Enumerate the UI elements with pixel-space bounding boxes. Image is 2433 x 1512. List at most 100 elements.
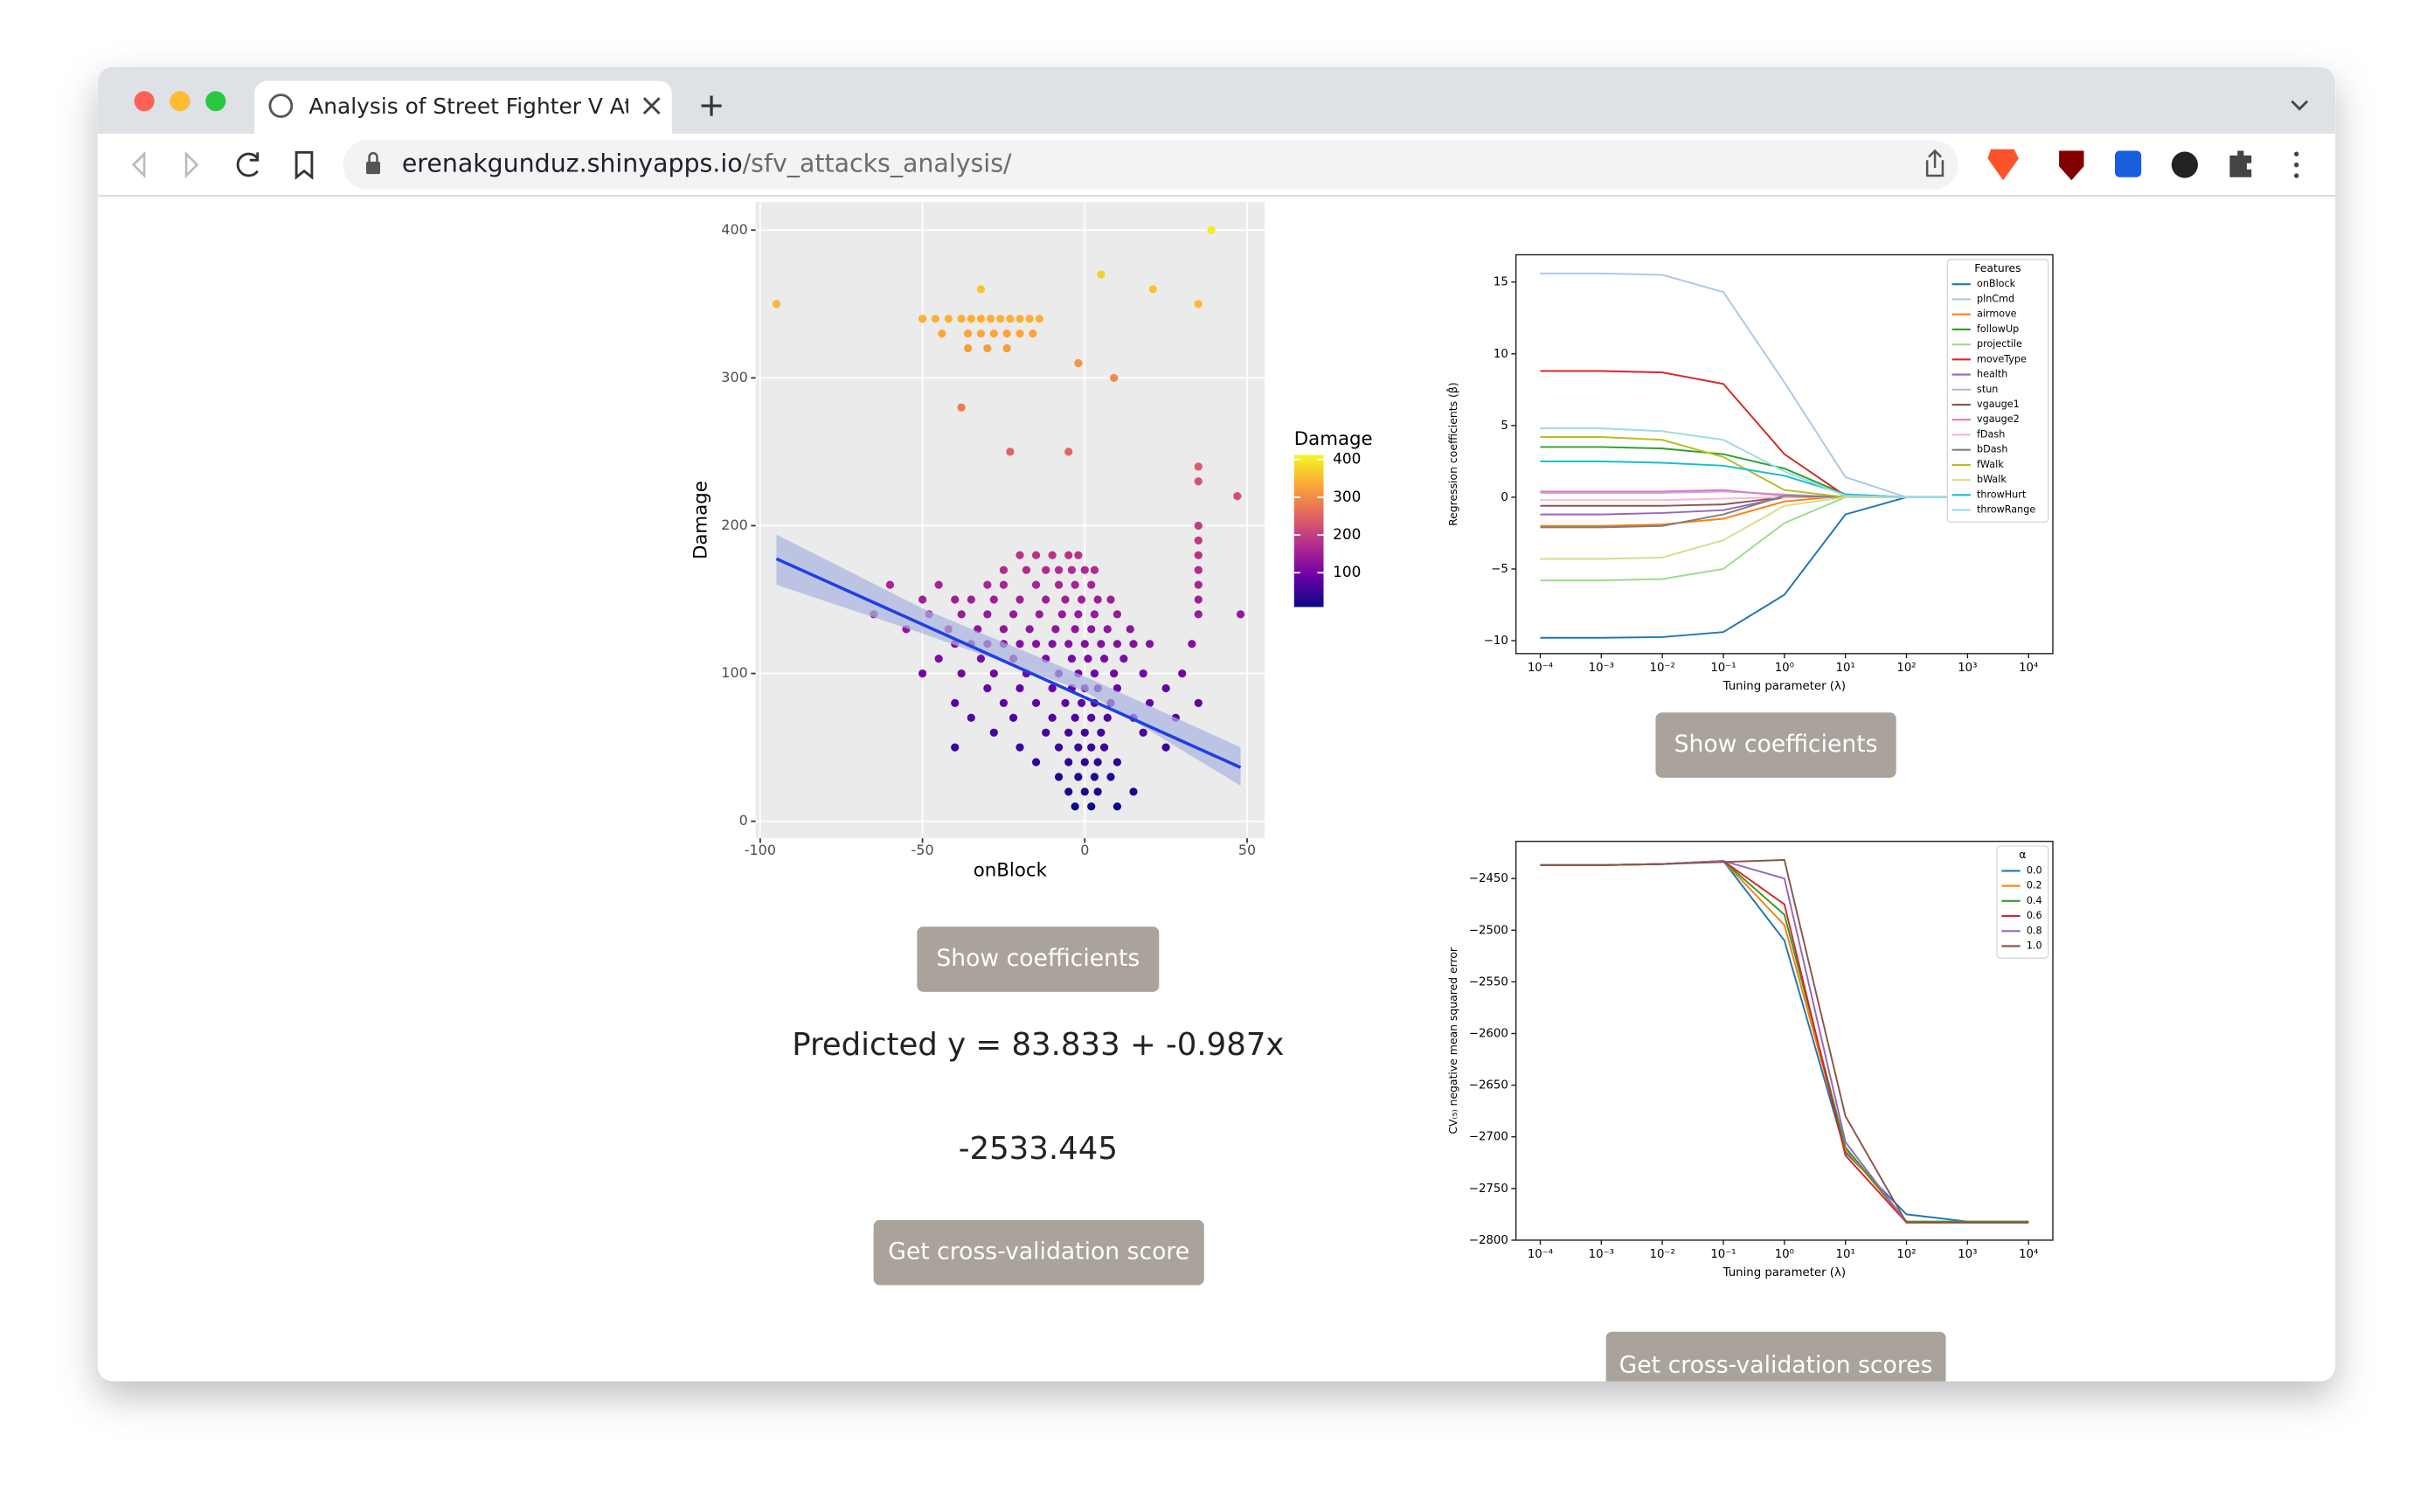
- data-point: [772, 300, 781, 309]
- data-point: [1064, 728, 1073, 737]
- data-point: [1054, 743, 1064, 752]
- data-point: [1015, 595, 1024, 604]
- x-tick-label: -50: [912, 842, 934, 858]
- data-point: [1054, 565, 1064, 574]
- y-tick-label: −2500: [1469, 924, 1508, 937]
- show-coefficients-button[interactable]: [917, 926, 1160, 992]
- data-point: [1090, 565, 1099, 574]
- tab-title: Analysis of Street Fighter V Atta: [308, 94, 655, 119]
- forward-button[interactable]: [184, 150, 199, 179]
- data-point: [1110, 669, 1119, 678]
- cv-score-button[interactable]: [873, 1219, 1204, 1286]
- legend-label: throwRange: [1977, 504, 2035, 516]
- data-point: [989, 595, 998, 604]
- data-point: [1194, 565, 1203, 574]
- tab-favicon: [268, 94, 294, 118]
- data-point: [1074, 551, 1083, 559]
- data-point: [1099, 743, 1109, 752]
- data-point: [967, 713, 975, 722]
- x-tick-label: 10⁰: [1775, 1248, 1794, 1261]
- lock-shackle: [368, 151, 378, 162]
- y-tick-label: 5: [1501, 420, 1508, 433]
- data-point: [999, 565, 1009, 574]
- bitwarden-extension[interactable]: [2115, 150, 2142, 177]
- data-point: [1061, 698, 1070, 707]
- legend-label: health: [1977, 369, 2007, 380]
- data-point: [1087, 580, 1096, 589]
- data-point: [951, 698, 960, 707]
- data-point: [1071, 713, 1079, 722]
- data-point: [1207, 225, 1216, 234]
- data-point: [1015, 315, 1024, 323]
- data-point: [1048, 683, 1057, 693]
- data-point: [1022, 565, 1031, 574]
- zoom-button[interactable]: [205, 91, 226, 112]
- data-point: [976, 655, 986, 663]
- x-tick-label: 10⁻²: [1650, 1248, 1675, 1261]
- ublock-extension[interactable]: [2059, 150, 2084, 181]
- data-point: [1145, 698, 1154, 707]
- x-tick-label: 10⁴: [2019, 1248, 2038, 1261]
- legend-label: 0.2: [2027, 880, 2042, 891]
- bookmark-button[interactable]: [295, 150, 314, 180]
- reload-button[interactable]: [236, 152, 260, 177]
- tab-close[interactable]: [642, 97, 661, 114]
- data-point: [1061, 595, 1070, 604]
- x-tick-label: 10⁻¹: [1710, 1248, 1736, 1261]
- legend-label: moveType: [1977, 353, 2027, 364]
- tab-search[interactable]: [2291, 100, 2309, 111]
- legend-label: stun: [1977, 384, 1998, 395]
- x-tick-label: 10⁰: [1775, 662, 1794, 675]
- data-point: [1110, 373, 1119, 382]
- legend-label: fWalk: [1977, 459, 2004, 470]
- show-coefficients-button[interactable]: [1655, 712, 1896, 778]
- data-point: [1097, 270, 1106, 279]
- data-point: [996, 315, 1005, 323]
- data-point: [1113, 758, 1122, 766]
- data-point: [1103, 713, 1112, 722]
- extension-w[interactable]: [2171, 151, 2199, 178]
- legend-title: Features: [1974, 261, 2021, 274]
- y-tick-label: −2750: [1469, 1183, 1508, 1196]
- legend-label: 0.8: [2027, 925, 2042, 936]
- extensions-button[interactable]: [2229, 150, 2252, 177]
- data-point: [1090, 773, 1099, 781]
- data-point: [918, 315, 927, 323]
- data-point: [1080, 640, 1089, 648]
- data-point: [918, 595, 927, 604]
- brave-shields[interactable]: [1987, 149, 2019, 181]
- data-point: [1015, 683, 1024, 693]
- new-tab-button[interactable]: [701, 95, 722, 116]
- data-point: [1148, 285, 1157, 294]
- y-tick-label: −2700: [1469, 1131, 1508, 1144]
- data-point: [1161, 683, 1170, 693]
- cv-scores-button[interactable]: [1605, 1331, 1946, 1398]
- data-point: [999, 625, 1009, 634]
- line-chart: 10⁻⁴ 10⁻³ 10⁻² 10⁻¹ 10⁰ 10¹ 10² 10³ 10⁴ −2450 −250…: [1446, 840, 2054, 1280]
- back-button[interactable]: [131, 150, 146, 179]
- data-point: [1194, 595, 1203, 604]
- active-tab[interactable]: [254, 80, 672, 135]
- x-tick-label: 10²: [1896, 1248, 1916, 1261]
- y-axis-title: Regression coefficients (β̂): [1445, 382, 1459, 525]
- button-label: Show coefficients: [1674, 731, 1878, 758]
- data-point: [1009, 610, 1018, 619]
- share-button[interactable]: [1925, 149, 1944, 177]
- address-bar[interactable]: [343, 140, 1958, 190]
- x-tick-label: 10¹: [1836, 662, 1855, 675]
- data-point: [1025, 625, 1034, 634]
- regression-line: [775, 557, 1242, 769]
- legend-title: α: [2019, 848, 2026, 861]
- data-point: [1074, 743, 1083, 752]
- data-point: [1087, 743, 1096, 752]
- data-point: [1064, 787, 1073, 796]
- data-point: [1126, 625, 1134, 634]
- data-point: [1067, 565, 1077, 574]
- minimize-button[interactable]: [170, 91, 191, 112]
- data-point: [1051, 625, 1060, 634]
- data-point: [1057, 610, 1066, 619]
- data-point: [1087, 802, 1096, 811]
- data-point: [1178, 669, 1187, 678]
- close-button[interactable]: [134, 91, 155, 112]
- data-point: [1194, 462, 1203, 471]
